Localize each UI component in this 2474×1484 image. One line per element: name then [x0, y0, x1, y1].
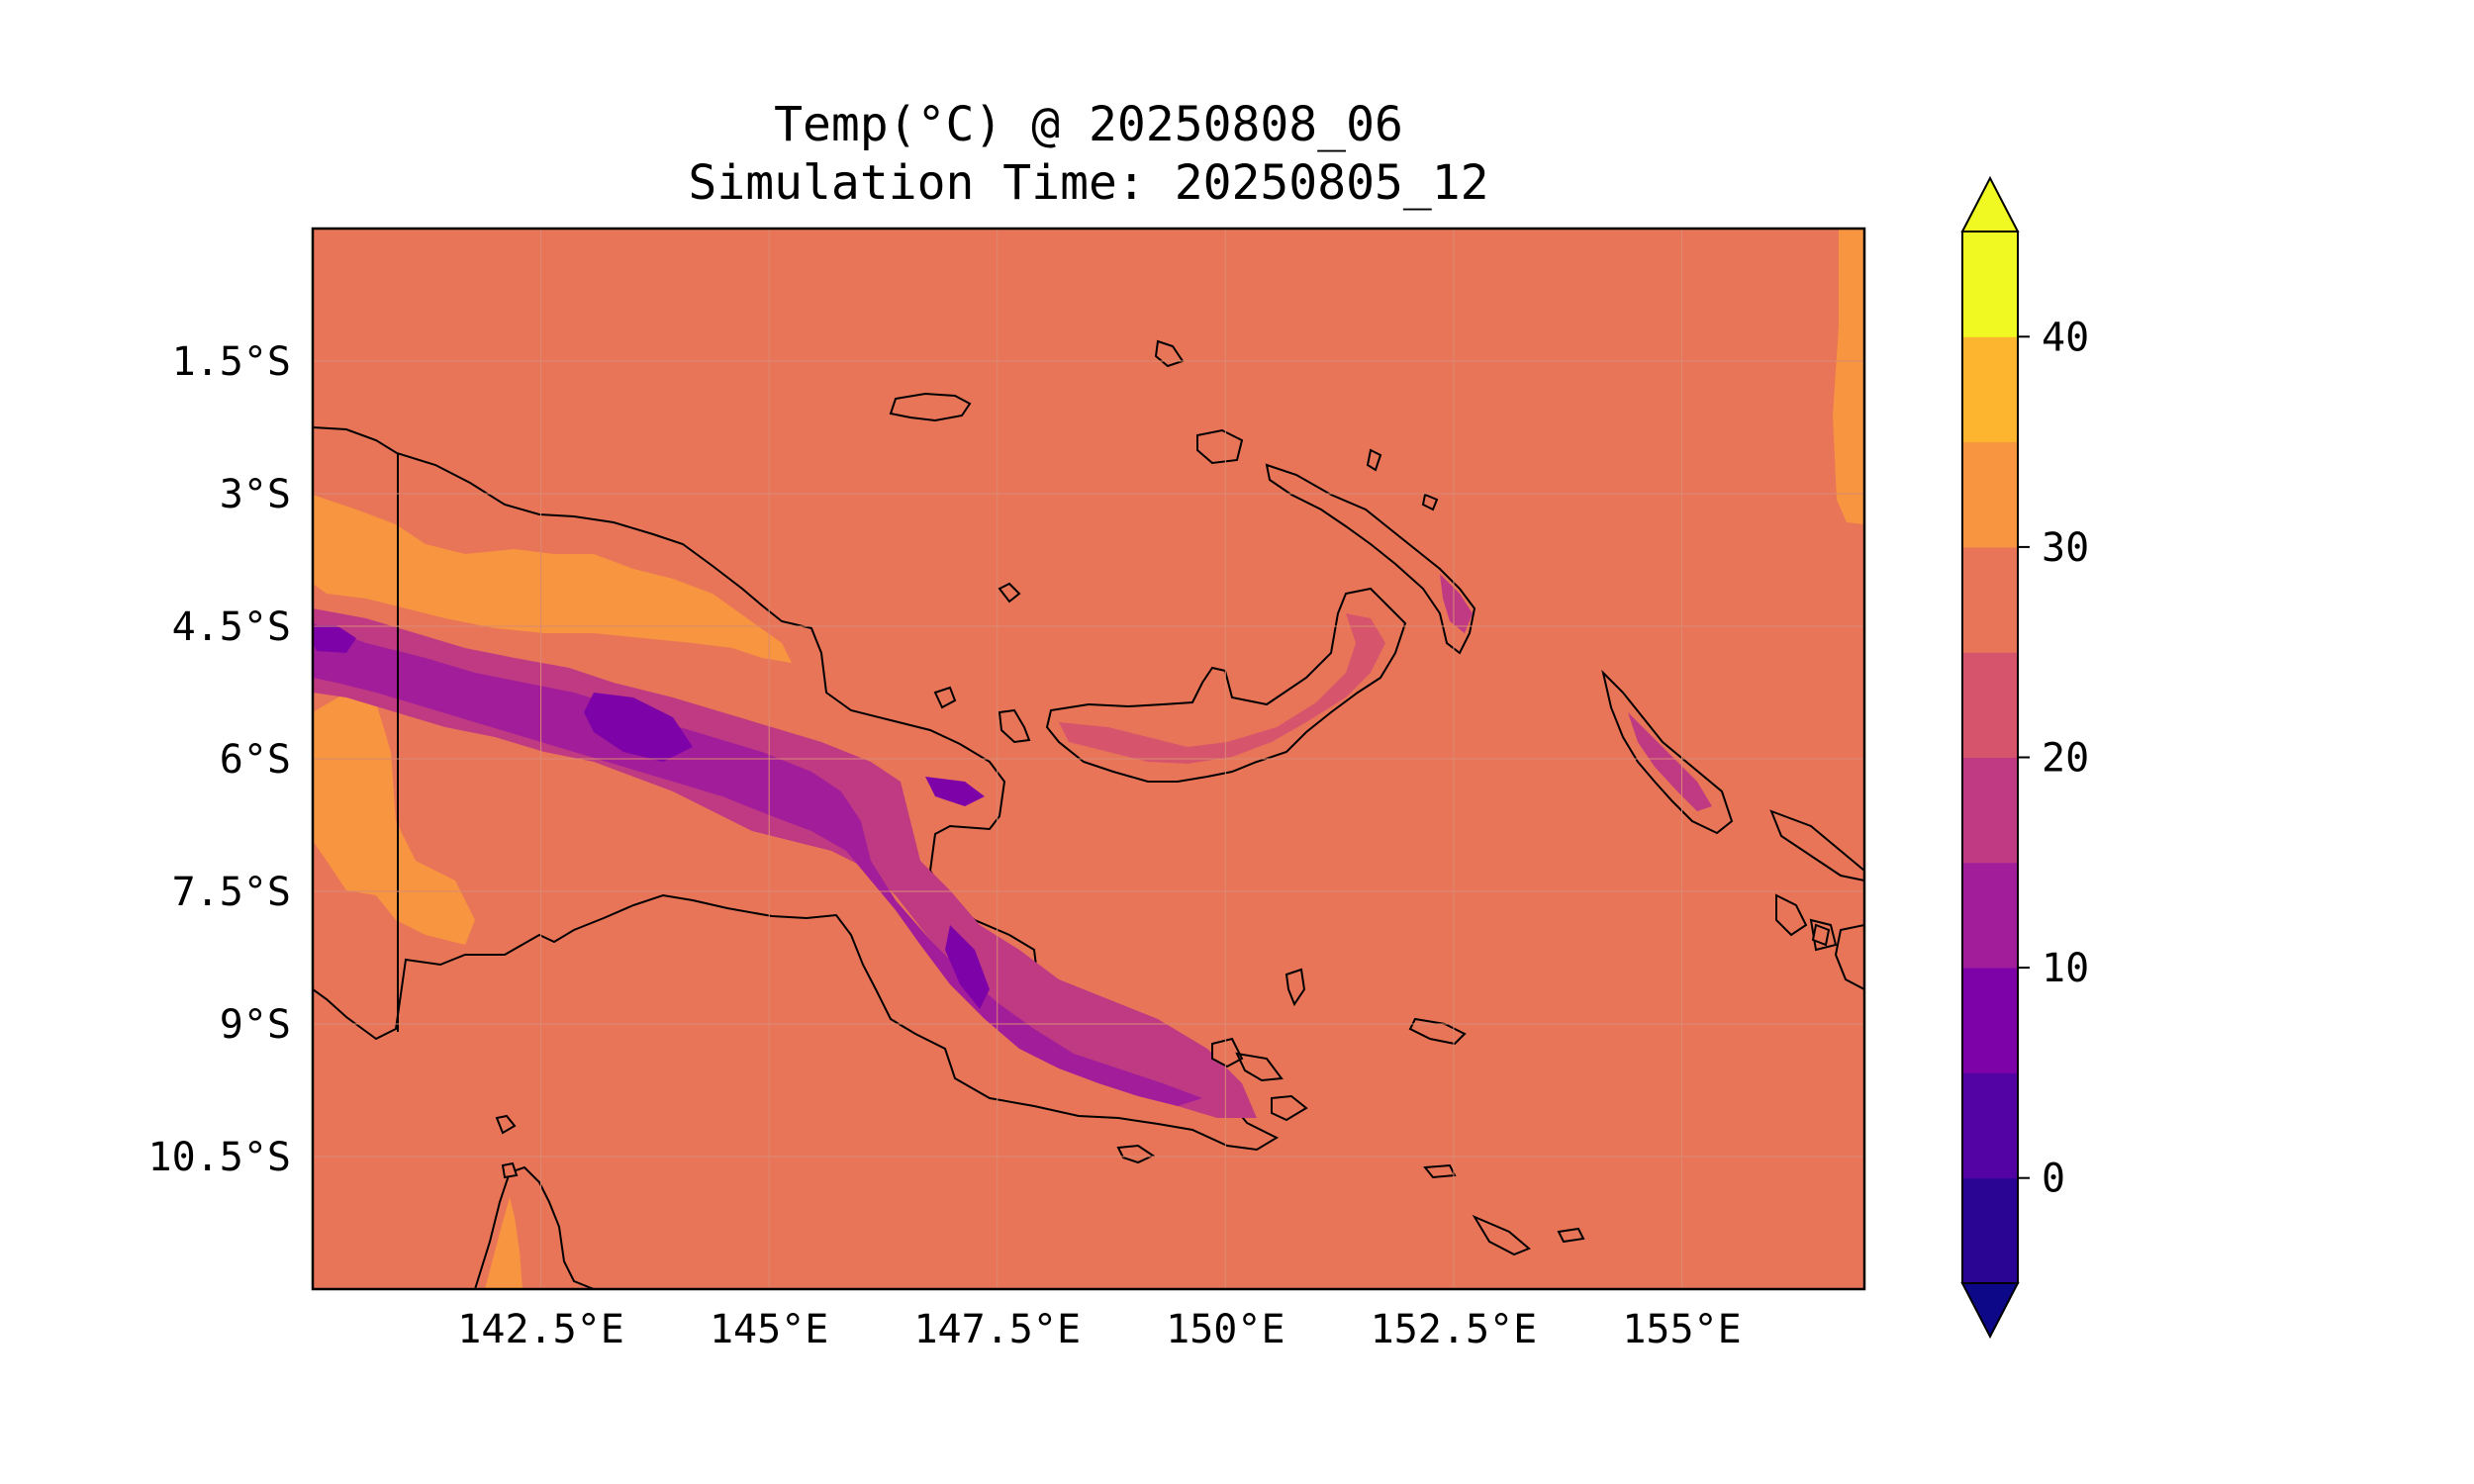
colorbar: 0 10 20 30 40 [1960, 175, 2089, 1340]
colorbar-segment [1962, 1072, 2018, 1179]
coldest-spot-west [313, 625, 356, 653]
colorbar-extend-high [1960, 175, 2020, 232]
y-tick-label: 10.5°S [148, 1135, 292, 1180]
colorbar-segment [1962, 232, 2018, 337]
coldest-spot-highlands [584, 693, 693, 762]
mussau-island [1154, 339, 1185, 368]
x-tick-label: 147.5°E [913, 1307, 1081, 1352]
colorbar-tick-label: 20 [2042, 736, 2089, 782]
map-frame [311, 227, 1866, 1291]
y-tick-label: 7.5°S [172, 870, 291, 915]
x-tick-label: 142.5°E [457, 1307, 624, 1352]
cold-band-highlands [313, 623, 1202, 1106]
colorbar-segment [1962, 441, 2018, 548]
x-tick-label: 145°E [710, 1307, 828, 1352]
choiseul-island [1769, 809, 1864, 882]
coldest-spot-huon [925, 777, 985, 806]
colorbar-segment [1962, 546, 2018, 653]
torres-strait-islets [495, 1114, 519, 1179]
warm-sea-strip [1833, 229, 1864, 524]
y-tick-label: 9°S [220, 1002, 291, 1048]
map-gridlines [313, 229, 1864, 1289]
longitude-ticks: 142.5°E 145°E 147.5°E 150°E 152.5°E 155°E [457, 1307, 1741, 1352]
coldest-spot-owen-stanley [945, 925, 990, 1009]
x-tick-label: 150°E [1166, 1307, 1285, 1352]
colorbar-segment [1962, 968, 2018, 1073]
map-title-line-2: Simulation Time: 20250805_12 [688, 155, 1489, 211]
colorbar-segment [1962, 652, 2018, 758]
x-tick-label: 155°E [1622, 1307, 1741, 1352]
colorbar-tick-label: 10 [2042, 946, 2089, 991]
bougainville-cool-band [1628, 712, 1712, 811]
latitude-ticks: 1.5°S 3°S 4.5°S 6°S 7.5°S 9°S 10.5°S [148, 339, 292, 1180]
manus-island [889, 392, 972, 422]
colorbar-extend-low [1960, 1282, 2020, 1340]
new-britain-cool-band [1059, 613, 1385, 764]
colorbar-tick-label: 30 [2042, 525, 2089, 571]
colorbar-segment [1962, 336, 2018, 443]
warm-band-north [313, 495, 792, 663]
new-hanover-island [1196, 428, 1244, 465]
x-tick-label: 152.5°E [1371, 1307, 1538, 1352]
y-tick-label: 6°S [220, 737, 291, 783]
new-britain-island [1045, 587, 1407, 783]
y-tick-label: 3°S [220, 472, 291, 517]
colorbar-segment [1962, 757, 2018, 864]
colorbar-segment [1962, 1177, 2018, 1284]
colorbar-tick-label: 0 [2042, 1157, 2065, 1202]
y-tick-label: 4.5°S [172, 604, 291, 650]
new-ireland-cool-band [1440, 574, 1473, 633]
cape-york-warm-band [485, 1197, 523, 1289]
colorbar-tick-label: 40 [2042, 315, 2089, 360]
colorbar-segment [1962, 862, 2018, 969]
map-panel[interactable]: 142.5°E 145°E 147.5°E 150°E 152.5°E 155°E 1.5… [148, 227, 1866, 1352]
warm-band-southwest [313, 693, 475, 945]
small-islands [933, 448, 1831, 1256]
y-tick-label: 1.5°S [172, 339, 291, 385]
map-title-line-1: Temp(°C) @ 20250808_06 [774, 97, 1403, 152]
